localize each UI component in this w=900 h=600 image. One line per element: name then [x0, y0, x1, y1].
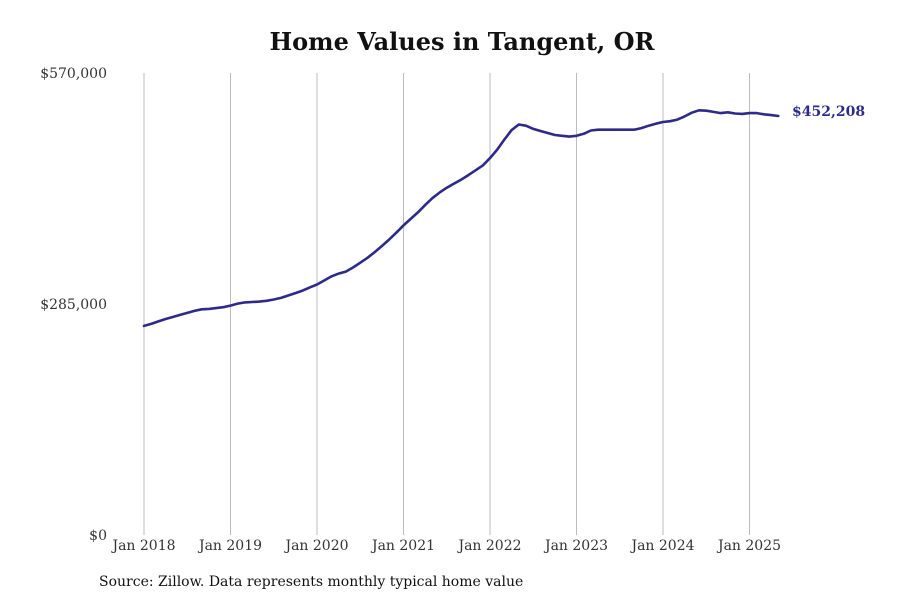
- grid-lines: [143, 73, 750, 535]
- x-tick-label: Jan 2022: [456, 538, 521, 554]
- chart-title: Home Values in Tangent, OR: [269, 27, 655, 56]
- series-layer: [142, 109, 780, 328]
- x-tick-label: Jan 2018: [110, 538, 175, 554]
- x-tick-label: Jan 2025: [716, 538, 781, 554]
- x-tick-label: Jan 2019: [197, 538, 262, 554]
- x-tick-label: Jan 2024: [629, 538, 694, 554]
- y-tick-label: $0: [89, 528, 107, 544]
- series-line-0: [142, 109, 780, 328]
- y-axis-ticks: $0 $285,000 $570,000: [40, 66, 107, 544]
- x-axis-ticks: Jan 2018 Jan 2019 Jan 2020 Jan 2021 Jan 2022…: [110, 538, 781, 554]
- x-tick-label: Jan 2023: [543, 538, 608, 554]
- y-tick-label: $285,000: [40, 297, 107, 313]
- x-tick-label: Jan 2020: [283, 538, 348, 554]
- source-note: Source: Zillow. Data represents monthly …: [99, 574, 524, 590]
- y-tick-label: $570,000: [40, 66, 107, 82]
- end-value-label: $452,208: [792, 104, 865, 120]
- x-tick-label: Jan 2021: [370, 538, 435, 554]
